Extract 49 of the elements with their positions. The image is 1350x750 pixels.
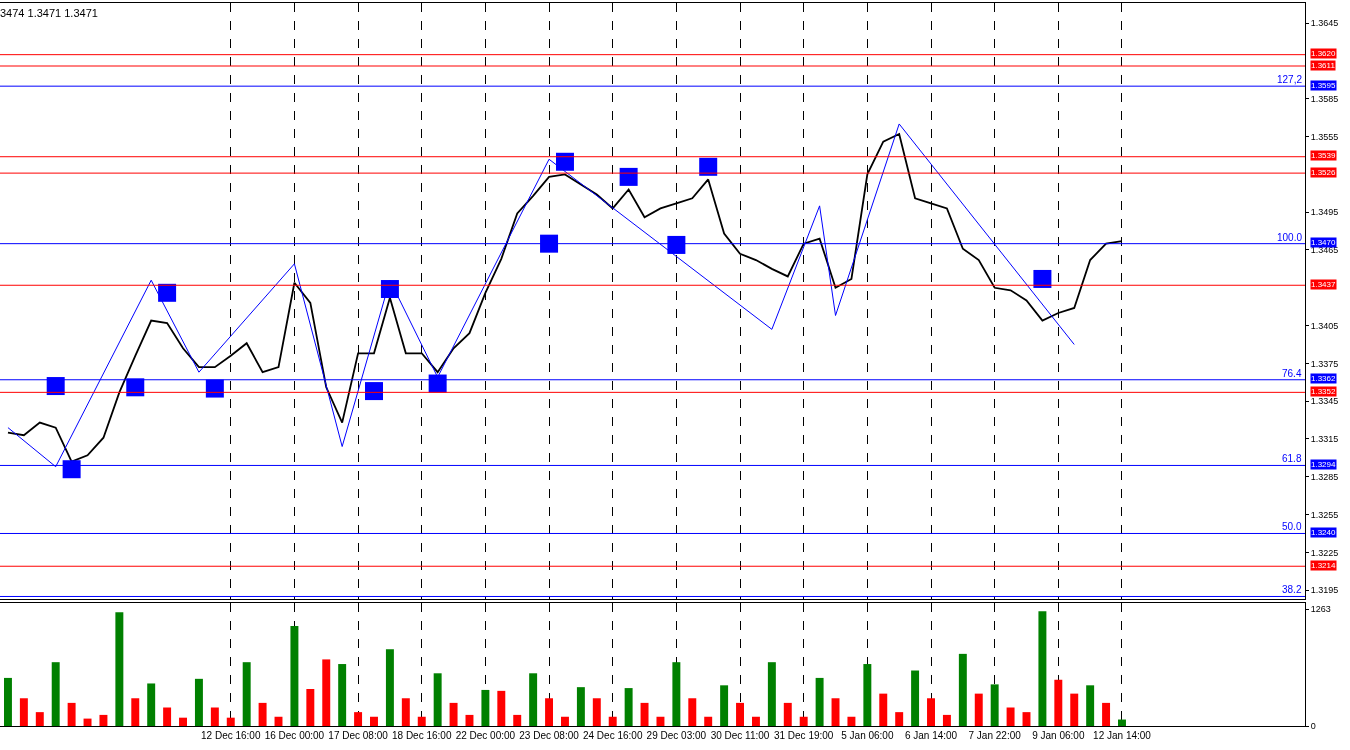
x-tick-label: 7 Jan 22:00 (968, 730, 1022, 741)
x-tick-label: 9 Jan 06:00 (1032, 730, 1085, 741)
y-tick-label: 1.3645 (1310, 18, 1339, 29)
ref-line-label: 1.3437 (1311, 280, 1337, 289)
annotation: 61.8 (1282, 453, 1302, 464)
y-tick-label: 1.3585 (1310, 93, 1339, 104)
y-tick-label: 1.3225 (1310, 547, 1339, 558)
ref-line-label: 1.3611 (1311, 61, 1336, 70)
y-tick-label: 1.3465 (1310, 245, 1339, 256)
x-tick-label: 17 Dec 08:00 (328, 730, 389, 741)
ref-line-label: 1.3526 (1311, 168, 1337, 177)
y-tick-label: 1.3405 (1310, 320, 1339, 331)
x-tick-label: 23 Dec 08:00 (519, 730, 580, 741)
x-tick-label: 29 Dec 03:00 (646, 730, 707, 741)
chart-title: 3474 1.3471 1.3471 (0, 6, 98, 19)
y-tick-label: 1.3555 (1310, 131, 1339, 142)
ref-line-label: 1.3595 (1311, 81, 1337, 90)
x-tick-label: 24 Dec 16:00 (582, 730, 643, 741)
annotation: 50.0 (1282, 521, 1302, 532)
ref-line-label: 1.3620 (1311, 49, 1337, 58)
y-tick-label: 1.3495 (1310, 207, 1339, 218)
x-tick-label: 18 Dec 16:00 (391, 730, 452, 741)
y-tick-label: 1.3345 (1310, 396, 1339, 407)
x-tick-label: 12 Dec 16:00 (201, 730, 261, 741)
x-tick-label: 30 Dec 11:00 (710, 730, 770, 741)
annotation: 127,2 (1277, 74, 1303, 85)
y-tick-label: 1.3375 (1310, 358, 1339, 369)
y-tick-label: 1.3195 (1310, 585, 1339, 596)
ref-line-label: 1.3470 (1311, 238, 1337, 247)
ref-line-label: 1.3294 (1311, 460, 1337, 469)
x-tick-label: 6 Jan 14:00 (904, 730, 958, 741)
y-tick-label: 0 (1310, 721, 1316, 732)
x-tick-label: 5 Jan 06:00 (841, 730, 894, 741)
ref-line-label: 1.3352 (1311, 387, 1337, 396)
x-tick-label: 31 Dec 19:00 (773, 730, 834, 741)
x-tick-label: 12 Jan 14:00 (1093, 730, 1152, 741)
x-tick-label: 22 Dec 00:00 (455, 730, 516, 741)
y-tick-label: 1.3285 (1310, 471, 1339, 482)
y-tick-label: 1.3315 (1310, 434, 1339, 445)
x-tick-label: 16 Dec 00:00 (264, 730, 325, 741)
y-tick-label: 1.3255 (1310, 509, 1339, 520)
ref-line-label: 1.3539 (1311, 151, 1337, 160)
annotation: 100.0 (1277, 232, 1303, 243)
y-tick-label: 1263 (1310, 604, 1331, 615)
ref-line-label: 1.3214 (1311, 561, 1337, 570)
annotation: 76.4 (1282, 368, 1302, 379)
ref-line-label: 1.3240 (1311, 528, 1337, 537)
ref-line-label: 1.3362 (1311, 374, 1337, 383)
annotation: 38.2 (1282, 584, 1302, 595)
